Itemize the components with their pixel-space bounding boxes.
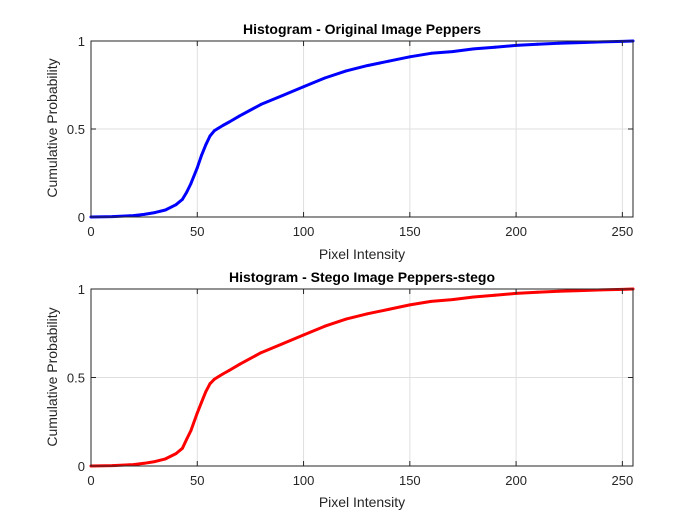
x-axis-label: Pixel Intensity (319, 246, 405, 262)
data-point (450, 50, 454, 53)
y-tick-label: 0.5 (67, 122, 85, 137)
x-tick-label: 100 (293, 224, 315, 239)
y-tick-label: 1 (78, 282, 85, 297)
x-tick-label: 200 (505, 473, 527, 488)
data-point (429, 300, 433, 303)
data-point (200, 154, 203, 157)
data-point (189, 429, 193, 432)
data-point (195, 411, 199, 415)
data-point (174, 452, 178, 455)
data-point (221, 372, 225, 376)
data-point (557, 41, 560, 45)
subplot-title: Histogram - Original Image Peppers (243, 21, 481, 37)
data-point (204, 390, 208, 394)
x-tick-label: 100 (293, 473, 315, 488)
data-point (472, 295, 475, 299)
data-point (132, 463, 135, 466)
data-point (238, 114, 242, 118)
data-point (280, 342, 284, 346)
x-tick-label: 200 (505, 224, 527, 239)
x-tick-label: 0 (87, 473, 94, 488)
data-point (227, 120, 231, 124)
subplot-stego: Histogram - Stego Image Peppers-stego Pi… (44, 269, 635, 510)
x-tick-label: 50 (190, 473, 204, 488)
x-axis-label: Pixel Intensity (319, 494, 405, 510)
data-point (217, 375, 220, 378)
data-point (208, 382, 212, 386)
data-point (212, 129, 216, 133)
data-point (344, 69, 348, 73)
x-tick-label: 250 (612, 473, 634, 488)
subplot-title: Histogram - Stego Image Peppers-stego (229, 269, 495, 285)
y-axis-label: Cumulative Probability (44, 307, 60, 446)
data-point (185, 438, 189, 441)
data-point (472, 47, 475, 51)
data-point (280, 94, 284, 97)
data-point (181, 446, 184, 450)
data-point (493, 293, 497, 297)
data-point (185, 191, 189, 194)
data-point (153, 460, 157, 463)
y-tick-label: 0.5 (67, 371, 85, 386)
data-point (142, 213, 146, 216)
data-point (387, 308, 390, 311)
data-point (408, 303, 412, 307)
data-point (365, 312, 369, 316)
data-point (536, 42, 539, 46)
data-point (302, 333, 305, 337)
subplot-original: Histogram - Original Image Peppers Pixel… (44, 21, 635, 262)
data-point (344, 317, 348, 321)
data-point (578, 289, 582, 292)
y-axis-label: Cumulative Probability (44, 58, 60, 197)
data-point (174, 203, 178, 207)
data-point (189, 182, 193, 186)
data-point (408, 55, 412, 59)
data-point (323, 76, 327, 80)
data-point (132, 214, 135, 218)
data-point (181, 198, 184, 201)
y-tick-label: 0 (78, 210, 85, 225)
data-point (208, 134, 212, 138)
data-point (493, 45, 497, 49)
data-point (536, 290, 539, 294)
data-point (450, 298, 454, 301)
x-tick-label: 150 (399, 473, 421, 488)
data-point (429, 51, 433, 55)
data-point (153, 211, 157, 215)
x-tick-label: 150 (399, 224, 421, 239)
data-point (195, 166, 199, 170)
x-tick-label: 250 (612, 224, 634, 239)
data-point (365, 64, 369, 67)
data-point (142, 461, 146, 465)
data-point (212, 377, 216, 381)
data-point (387, 59, 390, 63)
data-point (323, 324, 327, 328)
data-point (557, 289, 560, 293)
data-point (217, 126, 220, 130)
data-point (227, 369, 231, 372)
data-point (221, 124, 225, 127)
data-point (259, 103, 263, 106)
x-tick-label: 50 (190, 224, 204, 239)
y-tick-label: 0 (78, 459, 85, 474)
x-tick-label: 0 (87, 224, 94, 239)
data-point (578, 41, 582, 44)
data-point (204, 143, 208, 147)
data-point (259, 351, 263, 355)
data-point (200, 400, 203, 404)
data-point (164, 457, 167, 461)
y-tick-label: 1 (78, 34, 85, 49)
data-point (164, 208, 167, 212)
data-point (238, 362, 242, 366)
data-point (302, 85, 305, 89)
